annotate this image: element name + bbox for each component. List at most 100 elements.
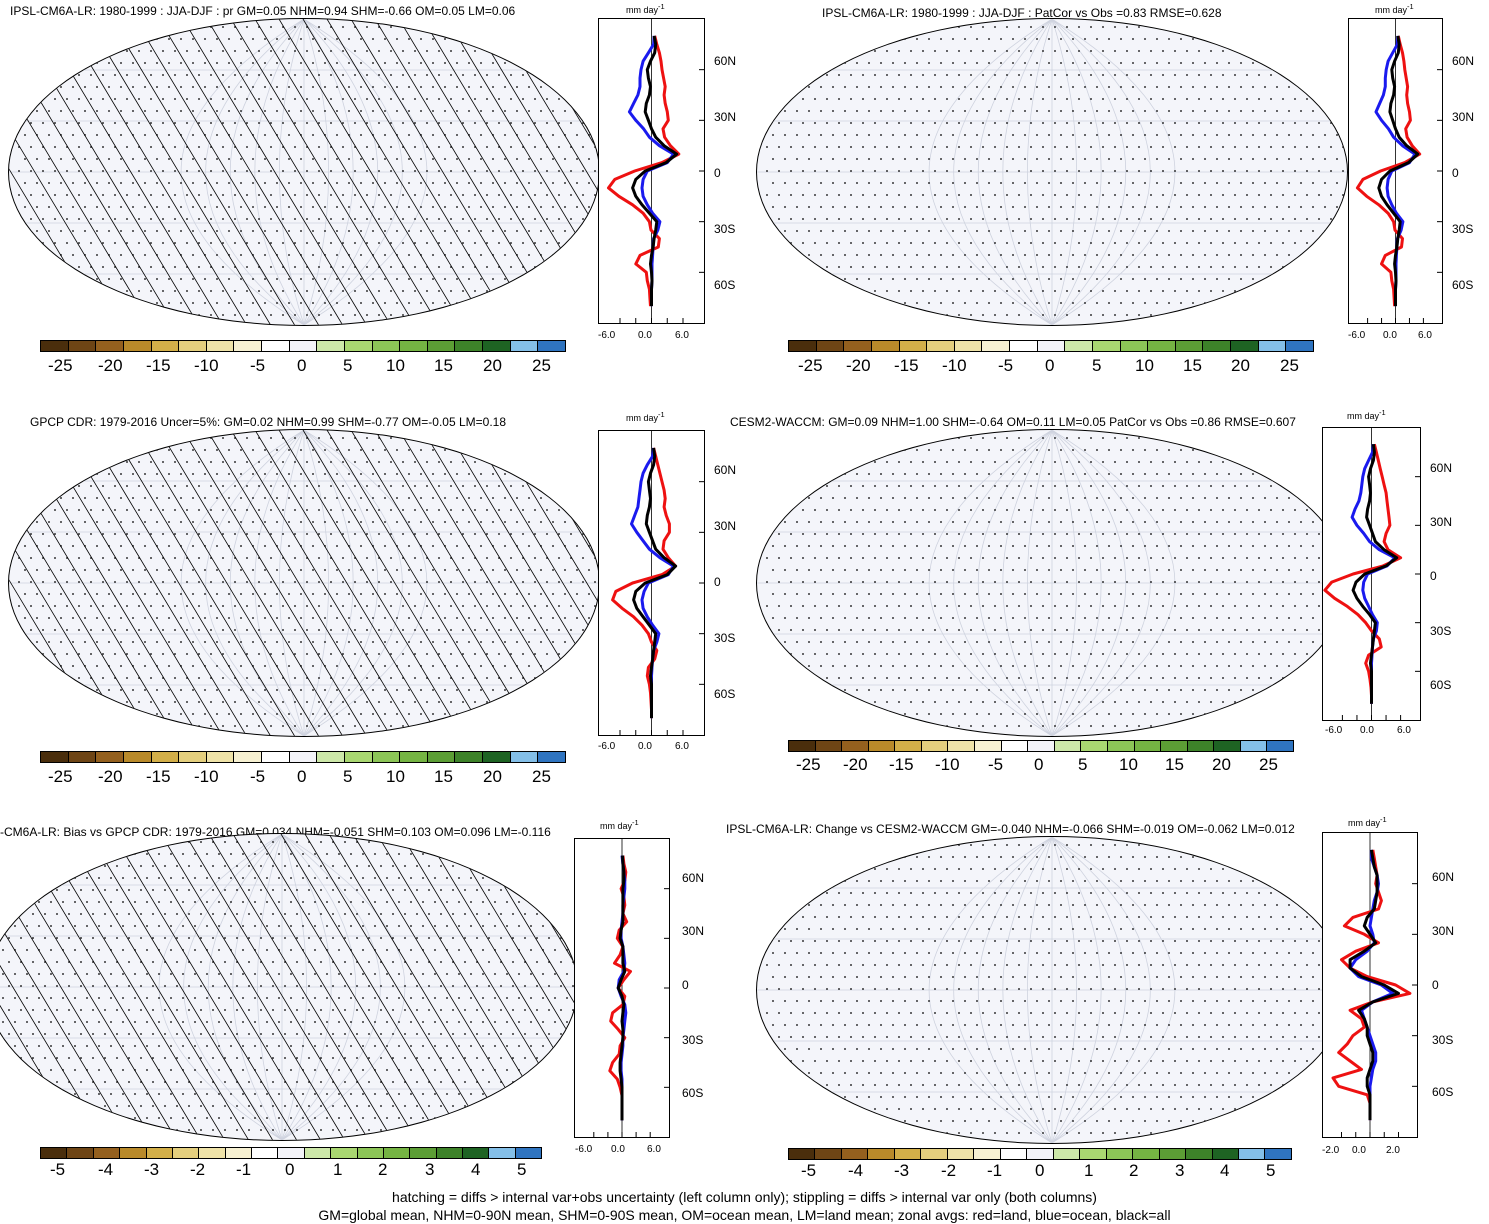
panel-4-cb-label-4: -10 xyxy=(935,755,960,774)
colorbar-swatch xyxy=(400,752,428,762)
hatch-line xyxy=(134,430,319,736)
colorbar-swatch xyxy=(1214,741,1241,751)
colorbar-swatch xyxy=(1065,341,1093,351)
colorbar-swatch xyxy=(948,741,976,751)
colorbar-swatch xyxy=(1027,1149,1054,1159)
colorbar-swatch xyxy=(1265,1149,1291,1159)
colorbar-swatch xyxy=(1001,741,1029,751)
panel-4-xtick-neg: -6.0 xyxy=(1325,725,1343,736)
panel-2-lat-60n: 60N xyxy=(1452,54,1475,68)
panel-1-cb-label-7: 5 xyxy=(343,356,353,375)
meridian-line xyxy=(1051,837,1127,1143)
colorbar-swatch xyxy=(383,1148,411,1158)
hatch-line xyxy=(158,430,343,736)
hatch-line xyxy=(9,248,55,325)
meridian-line xyxy=(1051,19,1102,325)
colorbar-swatch xyxy=(1081,741,1108,751)
land-zonal-line xyxy=(1323,443,1403,704)
panel-5-cb-label-4: -2 xyxy=(190,1160,206,1179)
hatch-line xyxy=(494,19,599,194)
colorbar-swatch xyxy=(68,752,97,762)
hatch-line xyxy=(0,924,129,1140)
colorbar-swatch xyxy=(427,341,456,351)
meridian-line xyxy=(1051,430,1077,736)
colorbar-swatch xyxy=(67,1148,94,1158)
meridian-line xyxy=(303,19,379,325)
meridian-line xyxy=(303,430,329,736)
panel-4-lat-30s: 30S xyxy=(1430,624,1452,638)
panel-6-map-overlay xyxy=(757,837,1347,1143)
colorbar-swatch xyxy=(179,341,207,351)
panel-5-cb-label-8: 2 xyxy=(378,1160,388,1179)
panel-4-lat-0: 0 xyxy=(1430,569,1437,583)
colorbar-swatch xyxy=(789,741,816,751)
panel-3-cb-label-10: 20 xyxy=(483,767,502,786)
panel-2-cb-label-4: -10 xyxy=(942,356,967,375)
meridian-line xyxy=(281,834,406,1140)
hatch-line xyxy=(518,19,599,154)
hatch-line xyxy=(398,430,583,736)
panel-6-cb-label-10: 4 xyxy=(1220,1161,1230,1180)
colorbar-swatch xyxy=(372,341,401,351)
meridian-line xyxy=(953,837,1053,1143)
colorbar-swatch xyxy=(262,341,290,351)
colorbar-swatch xyxy=(289,752,318,762)
panel-3-cb-label-5: -5 xyxy=(250,767,266,786)
hatch-line xyxy=(376,834,561,1140)
colorbar-swatch xyxy=(947,1149,975,1159)
panel-2-lat-30n: 30N xyxy=(1452,110,1475,124)
panel-2-xtick-pos: 6.0 xyxy=(1418,330,1432,341)
panel-5-cb-label-3: -3 xyxy=(144,1160,160,1179)
meridian-line xyxy=(303,19,428,325)
panel-3-unit: mm day-1 xyxy=(626,410,665,423)
hatch-line xyxy=(112,834,297,1140)
hatch-line xyxy=(520,834,577,929)
panel-2-unit-text: mm day xyxy=(1375,5,1408,15)
hatch-line xyxy=(0,1084,33,1140)
land-zonal-line xyxy=(607,35,681,307)
meridian-line xyxy=(1051,837,1151,1143)
panel-5-map xyxy=(0,833,578,1141)
colorbar-swatch xyxy=(455,752,483,762)
panel-4-unit: mm day-1 xyxy=(1347,408,1386,421)
meridian-line xyxy=(281,834,332,1140)
hatch-line xyxy=(9,168,103,325)
panel-1-cb-label-9: 15 xyxy=(434,356,453,375)
hatch-line xyxy=(326,19,511,325)
meridian-line xyxy=(1051,19,1077,325)
colorbar-swatch xyxy=(344,752,373,762)
meridian-line xyxy=(281,834,357,1140)
panel-4-unit-text: mm day xyxy=(1347,411,1380,421)
panel-6-xtick-neg: -2.0 xyxy=(1322,1145,1340,1156)
panel-1-cb-label-1: -25 xyxy=(48,356,73,375)
panel-6-cb-label-5: -1 xyxy=(987,1161,1003,1180)
hatch-line xyxy=(9,539,127,736)
colorbar-swatch xyxy=(895,741,922,751)
panel-1-lat-0: 0 xyxy=(714,166,721,180)
panel-1-cb-label-11: 25 xyxy=(532,356,551,375)
all-zonal-line xyxy=(1377,35,1420,307)
panel-5-xtick-zero: 0.0 xyxy=(611,1144,625,1155)
panel-6-unit-text: mm day xyxy=(1348,818,1381,828)
colorbar-swatch xyxy=(410,1148,437,1158)
meridian-line xyxy=(977,19,1053,325)
panel-3-lat-30s: 30S xyxy=(714,631,736,645)
colorbar-swatch xyxy=(982,341,1010,351)
hatch-line xyxy=(0,884,153,1140)
colorbar-swatch xyxy=(400,341,428,351)
meridian-line xyxy=(1051,19,1176,325)
panel-6-xtick-pos: 2.0 xyxy=(1386,1145,1400,1156)
meridian-line xyxy=(205,19,305,325)
hatch-line xyxy=(494,430,599,605)
panel-1-lat-60n: 60N xyxy=(714,54,737,68)
hatch-line xyxy=(86,19,271,325)
stipple-dots xyxy=(18,26,596,316)
all-zonal-line xyxy=(1351,444,1399,704)
hatch-line xyxy=(9,659,55,736)
panel-6-cb-label-9: 3 xyxy=(1175,1161,1185,1180)
hatch-line xyxy=(0,1004,81,1140)
hatch-line xyxy=(9,48,175,325)
panel-3-map xyxy=(8,429,600,737)
meridian-line xyxy=(303,430,428,736)
panel-1-lat-60s: 60S xyxy=(714,278,736,292)
